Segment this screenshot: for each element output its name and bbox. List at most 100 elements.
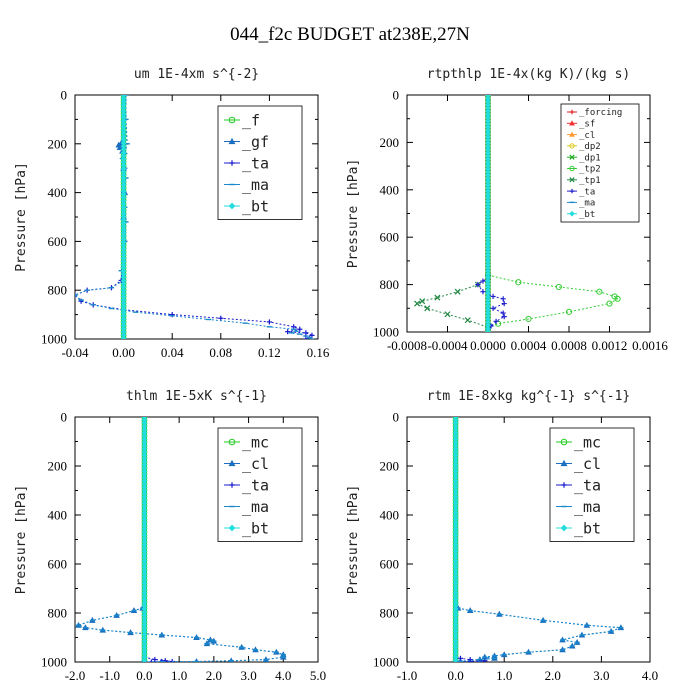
series-line (143, 417, 173, 662)
y-tick-label: 1000 (41, 332, 67, 347)
series-ma (453, 607, 624, 662)
y-tick-label: 400 (380, 182, 400, 197)
legend-marker (569, 109, 575, 115)
legend-label: _ta (242, 476, 269, 494)
y-tick-label: 1000 (373, 655, 399, 670)
legend-marker (228, 459, 236, 467)
legend-label: _mc (574, 433, 601, 451)
data-point (614, 295, 621, 302)
legend-label: _ma (579, 199, 595, 209)
data-point (500, 296, 506, 302)
legend-marker (228, 438, 236, 446)
panel-title: rtm 1E-8xkg kg^{-1} s^{-1} (427, 389, 631, 404)
figure-title: 044_f2c BUDGET at238E,27N (230, 24, 470, 45)
legend-label: _bt (574, 519, 601, 537)
x-tick-label: 0.0008 (551, 338, 587, 353)
x-tick-label: 2.0 (206, 668, 222, 683)
y-axis-label: Pressure [hPa] (346, 485, 361, 595)
legend-label: _cl (574, 455, 601, 473)
y-tick-label: 800 (48, 606, 68, 621)
y-tick-label: 0 (61, 88, 68, 103)
data-point (424, 305, 431, 312)
data-point (490, 305, 496, 311)
x-tick-label: 0.16 (307, 345, 330, 360)
data-point (141, 657, 148, 662)
y-tick-label: 200 (48, 459, 68, 474)
legend-marker (569, 143, 575, 149)
legend-marker (228, 202, 236, 210)
legend-label: _cl (579, 131, 595, 141)
x-tick-label: -2.0 (65, 668, 86, 683)
legend-label: _tp1 (579, 176, 601, 186)
series-bt_rt (485, 95, 491, 332)
y-tick-label: 0 (393, 410, 400, 425)
data-point (266, 319, 272, 325)
legend-label: _ta (579, 187, 595, 197)
data-point (555, 283, 562, 291)
legend: _mc _cl _ta _ma _bt (549, 427, 635, 542)
x-tick-label: 0.0000 (470, 338, 506, 353)
x-tick-label: 0.0012 (592, 338, 628, 353)
legend: _mc _cl _ta _ma _bt (217, 427, 303, 542)
legend-label: _ma (242, 176, 269, 194)
legend-marker (229, 160, 235, 166)
series-ma (75, 607, 286, 662)
data-point (485, 328, 491, 332)
data-point (501, 313, 507, 320)
series-tp2 (484, 272, 621, 331)
series-group (75, 95, 315, 339)
data-point (515, 279, 522, 286)
series-group (452, 417, 625, 662)
data-point (475, 282, 481, 288)
panel-title: um 1E-4xm s^{-2} (134, 67, 259, 82)
series-bt (452, 417, 459, 662)
data-point (525, 315, 532, 323)
x-tick-label: 0.0 (136, 668, 152, 683)
legend-marker (569, 154, 575, 160)
data-point (303, 330, 309, 336)
y-axis-label: Pressure [hPa] (346, 159, 361, 269)
legend-label: _ta (574, 476, 601, 494)
x-tick-label: 0.0004 (511, 338, 547, 353)
y-tick-label: 800 (380, 606, 400, 621)
y-tick-label: 400 (380, 508, 400, 523)
x-tick-label: 0.0016 (632, 338, 668, 353)
x-tick-label: 2.0 (545, 668, 561, 683)
legend-label: _bt (242, 519, 269, 537)
data-point (303, 336, 309, 339)
data-point (434, 294, 441, 301)
legend-marker (569, 120, 575, 126)
legend-marker (560, 438, 568, 446)
data-point (501, 300, 507, 307)
data-point (606, 300, 613, 307)
data-point (493, 318, 499, 324)
data-point (297, 326, 303, 332)
y-tick-label: 0 (393, 88, 400, 103)
data-point (480, 278, 486, 284)
data-point (148, 659, 154, 662)
x-tick-label: 4.0 (275, 668, 291, 683)
y-tick-label: 1000 (373, 325, 399, 340)
y-tick-label: 600 (48, 557, 68, 572)
x-tick-label: -1.0 (397, 668, 418, 683)
data-point (596, 288, 603, 295)
x-tick-label: 3.0 (240, 668, 256, 683)
legend-marker (560, 524, 568, 532)
y-axis-label: Pressure [hPa] (14, 162, 29, 272)
series-line (76, 607, 284, 662)
series-bt (141, 417, 148, 662)
x-tick-label: 0.08 (209, 345, 232, 360)
data-point (444, 311, 451, 318)
legend-marker (569, 131, 575, 137)
series-line (455, 607, 622, 662)
y-tick-label: 800 (48, 283, 68, 298)
y-tick-label: 800 (380, 277, 400, 292)
data-point (419, 298, 426, 305)
series-line (455, 417, 485, 662)
x-tick-label: 0.0 (447, 668, 463, 683)
legend-marker (228, 116, 236, 124)
data-point (116, 144, 124, 150)
series-cl (453, 604, 625, 662)
legend-marker (228, 137, 236, 145)
data-point (457, 655, 464, 661)
